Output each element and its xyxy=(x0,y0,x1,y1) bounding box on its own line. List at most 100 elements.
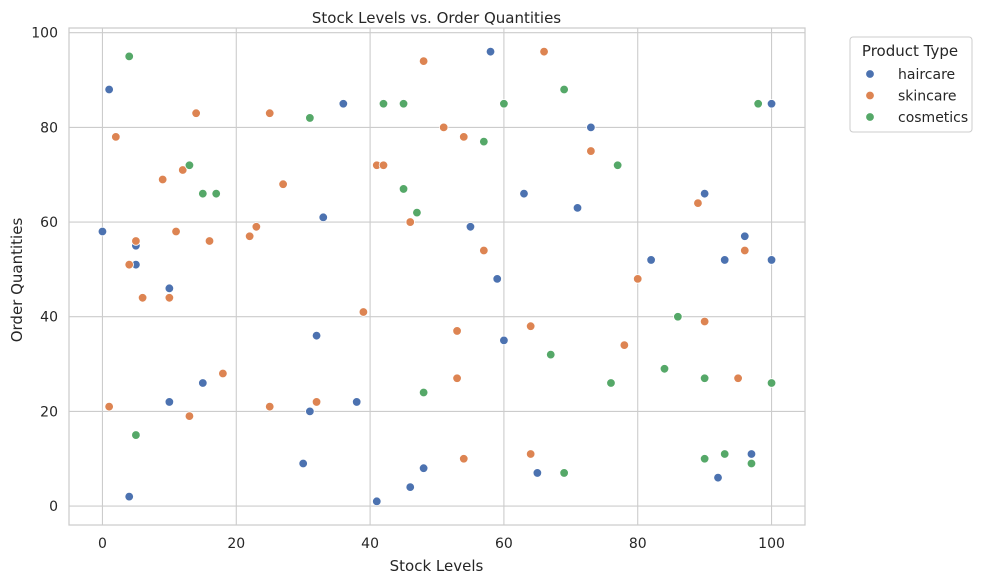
data-point xyxy=(766,378,777,388)
data-point xyxy=(104,401,114,412)
grid xyxy=(69,28,805,525)
y-tick-label: 80 xyxy=(40,120,58,136)
data-point xyxy=(111,132,121,142)
data-point xyxy=(459,454,469,464)
y-tick-label: 100 xyxy=(31,26,58,42)
legend-box xyxy=(849,36,973,133)
data-point xyxy=(586,122,596,133)
data-point xyxy=(532,468,543,478)
data-point xyxy=(673,312,683,322)
data-point xyxy=(452,326,462,336)
legend-title: Product Type xyxy=(862,42,958,60)
data-point xyxy=(157,174,168,185)
data-point xyxy=(699,454,710,464)
x-axis-label: Stock Levels xyxy=(390,557,484,575)
series-haircare xyxy=(97,46,777,507)
data-point xyxy=(164,397,175,407)
data-point xyxy=(646,255,656,265)
data-point xyxy=(740,231,750,241)
data-point xyxy=(699,316,710,327)
legend-label: skincare xyxy=(898,89,957,105)
data-point xyxy=(164,283,175,294)
data-point xyxy=(378,99,389,109)
data-point xyxy=(525,449,536,459)
data-point xyxy=(198,378,208,388)
x-axis-ticks: 0 20 40 60 80 100 xyxy=(98,536,785,552)
data-point xyxy=(438,122,449,133)
data-point xyxy=(766,99,777,109)
data-point xyxy=(171,226,181,237)
legend: Product Type haircare skincare cosmetics xyxy=(849,36,973,133)
y-tick-label: 40 xyxy=(40,310,58,326)
data-points xyxy=(97,46,777,507)
chart-title: Stock Levels vs. Order Quantities xyxy=(312,9,561,27)
data-point xyxy=(546,349,556,360)
y-axis-ticks: 0 20 40 60 80 100 xyxy=(31,26,58,515)
data-point xyxy=(124,491,134,502)
data-point xyxy=(499,335,509,346)
data-point xyxy=(733,373,743,383)
data-point xyxy=(459,132,469,142)
data-point xyxy=(378,160,389,170)
data-point xyxy=(137,293,148,303)
plot-frame xyxy=(68,27,806,526)
data-point xyxy=(572,203,583,213)
data-point xyxy=(405,217,415,227)
legend-label: haircare xyxy=(898,67,955,83)
data-point xyxy=(740,245,750,256)
data-point xyxy=(479,245,489,256)
legend-marker xyxy=(865,90,875,101)
data-point xyxy=(559,84,569,95)
data-point xyxy=(693,198,703,208)
data-point xyxy=(619,340,630,350)
data-point xyxy=(104,84,114,95)
data-point xyxy=(198,188,208,199)
data-point xyxy=(485,46,496,57)
data-point xyxy=(465,222,476,232)
data-point xyxy=(211,188,221,199)
data-point xyxy=(418,463,429,473)
data-point xyxy=(559,468,569,478)
series-cosmetics xyxy=(124,51,777,478)
data-point xyxy=(358,307,369,317)
data-point xyxy=(251,222,262,232)
data-point xyxy=(372,496,382,507)
y-axis-label: Order Quantities xyxy=(8,218,26,343)
legend-marker xyxy=(865,69,875,79)
data-point xyxy=(633,274,643,284)
data-point xyxy=(746,449,757,459)
data-point xyxy=(398,99,409,109)
data-point xyxy=(124,259,134,270)
data-point xyxy=(746,458,757,469)
data-point xyxy=(352,397,362,407)
data-point xyxy=(766,255,777,265)
data-point xyxy=(405,482,415,492)
x-tick-label: 0 xyxy=(98,536,107,552)
data-point xyxy=(305,406,315,417)
data-point xyxy=(452,373,462,383)
data-point xyxy=(412,207,422,218)
legend-marker xyxy=(865,112,875,122)
x-tick-label: 80 xyxy=(629,536,647,552)
data-point xyxy=(479,136,489,147)
y-tick-label: 20 xyxy=(40,404,58,420)
data-point xyxy=(184,160,195,170)
data-point xyxy=(720,255,730,265)
data-point xyxy=(612,160,623,170)
data-point xyxy=(191,108,201,118)
data-point xyxy=(699,373,710,383)
data-point xyxy=(265,108,275,118)
data-point xyxy=(492,274,502,284)
data-point xyxy=(318,212,328,223)
data-point xyxy=(311,330,322,341)
data-point xyxy=(218,368,228,379)
data-point xyxy=(244,231,255,241)
data-point xyxy=(305,113,315,123)
series-skincare xyxy=(104,46,750,464)
data-point xyxy=(418,387,429,398)
y-tick-label: 0 xyxy=(49,499,58,515)
data-point xyxy=(278,179,288,189)
data-point xyxy=(659,364,670,374)
data-point xyxy=(699,188,710,199)
